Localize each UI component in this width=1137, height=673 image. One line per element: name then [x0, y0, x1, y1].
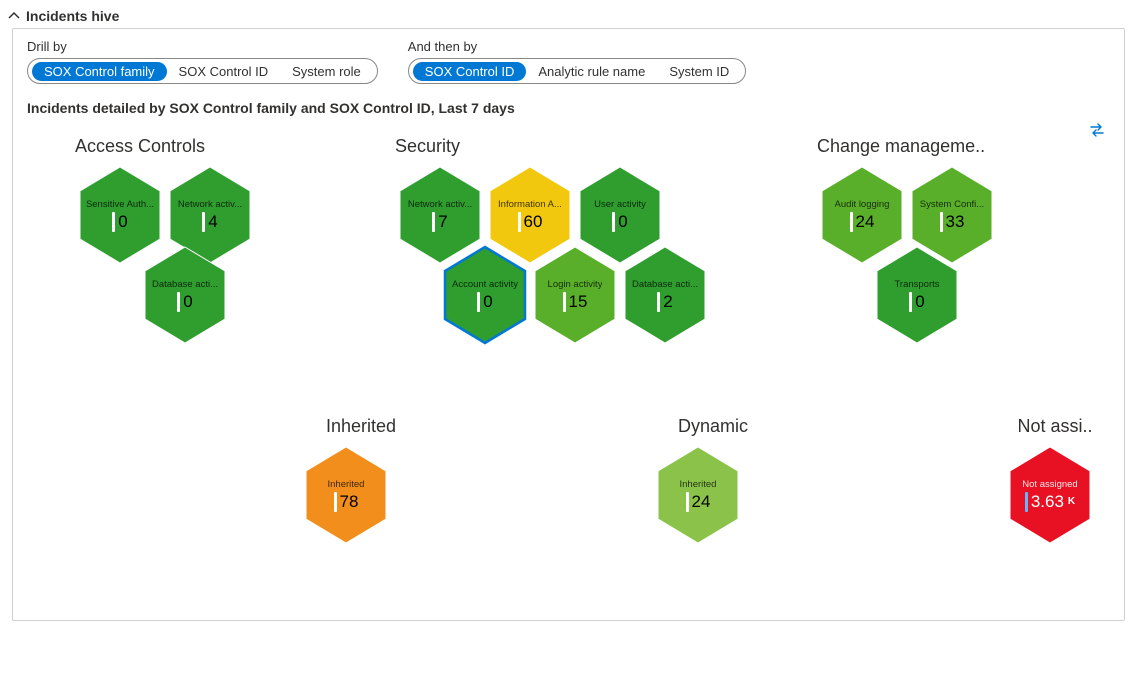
hive-group-title: Access Controls	[75, 136, 295, 157]
section-header[interactable]: Incidents hive	[0, 0, 1137, 28]
hive-group-title: Not assi..	[1005, 416, 1105, 437]
hex-label: Account activity	[452, 279, 518, 290]
drill-primary-option[interactable]: SOX Control ID	[167, 62, 281, 81]
hive-group-title: Dynamic	[653, 416, 773, 437]
section-title: Incidents hive	[26, 8, 119, 24]
hex-value: 33	[946, 212, 965, 232]
hex-bar-indicator	[202, 212, 205, 232]
drill-controls: Drill by SOX Control familySOX Control I…	[27, 39, 1110, 84]
hex-value: 78	[340, 492, 359, 512]
hive-group-inherited: Inherited Inherited 78	[301, 416, 421, 547]
hex-value: 15	[569, 292, 588, 312]
hex-value: 24	[692, 492, 711, 512]
hex-value: 4	[208, 212, 217, 232]
hex-label: Network activ...	[178, 199, 242, 210]
hive-group-access-controls: Access Controls Sensitive Auth... 0 Network…	[75, 136, 295, 347]
hex-bar-indicator	[1025, 492, 1028, 512]
hive-group-title: Inherited	[301, 416, 421, 437]
drill-primary-group: Drill by SOX Control familySOX Control I…	[27, 39, 378, 84]
hive-hexagon[interactable]: Inherited 78	[300, 443, 392, 547]
hex-label: Database acti...	[152, 279, 218, 290]
hex-bar-indicator	[112, 212, 115, 232]
hive-subtitle: Incidents detailed by SOX Control family…	[27, 100, 1110, 116]
hex-bar-indicator	[850, 212, 853, 232]
hex-label: Login activity	[548, 279, 603, 290]
drill-primary-pills: SOX Control familySOX Control IDSystem r…	[27, 58, 378, 84]
drill-primary-option[interactable]: System role	[280, 62, 373, 81]
hex-bar-indicator	[657, 292, 660, 312]
hex-label: Inherited	[328, 479, 365, 490]
hex-bar-indicator	[432, 212, 435, 232]
hex-bar-indicator	[909, 292, 912, 312]
hive-hexagon[interactable]: Not assigned 3.63 K	[1004, 443, 1096, 547]
hive-group-security: Security Network activ... 7 Information A..…	[395, 136, 710, 347]
hex-label: Database acti...	[632, 279, 698, 290]
drill-secondary-label: And then by	[408, 39, 747, 54]
hex-value: 60	[524, 212, 543, 232]
hex-value-suffix: K	[1068, 496, 1075, 507]
drill-secondary-option[interactable]: SOX Control ID	[413, 62, 527, 81]
hive-panel: Drill by SOX Control familySOX Control I…	[12, 28, 1125, 621]
hive-hexagon[interactable]: Transports 0	[871, 243, 963, 347]
hex-value: 0	[183, 292, 192, 312]
hex-value: 7	[438, 212, 447, 232]
hex-label: User activity	[594, 199, 646, 210]
hive-hexagon[interactable]: Inherited 24	[652, 443, 744, 547]
drill-primary-label: Drill by	[27, 39, 378, 54]
drill-secondary-group: And then by SOX Control IDAnalytic rule …	[408, 39, 747, 84]
hive-hexagon[interactable]: Database acti... 2	[619, 243, 711, 347]
hive-hexagon[interactable]: Login activity 15	[529, 243, 621, 347]
hex-bar-indicator	[518, 212, 521, 232]
hex-value: 2	[663, 292, 672, 312]
hive-group-title: Change manageme..	[817, 136, 1017, 157]
hive-group-title: Security	[395, 136, 695, 157]
hive-chart-area: Access Controls Sensitive Auth... 0 Network…	[27, 136, 1110, 596]
hex-bar-indicator	[477, 292, 480, 312]
hex-label: Transports	[894, 279, 939, 290]
hex-value: 24	[856, 212, 875, 232]
hex-label: Audit logging	[835, 199, 890, 210]
hex-label: Inherited	[680, 479, 717, 490]
hex-label: Network activ...	[408, 199, 472, 210]
hex-value: 0	[618, 212, 627, 232]
drill-primary-option[interactable]: SOX Control family	[32, 62, 167, 81]
hex-bar-indicator	[612, 212, 615, 232]
chevron-up-icon	[8, 10, 20, 22]
hex-label: Not assigned	[1022, 479, 1077, 490]
hive-group-not-assigned: Not assi.. Not assigned 3.63 K	[1005, 416, 1105, 547]
hex-bar-indicator	[563, 292, 566, 312]
hex-bar-indicator	[334, 492, 337, 512]
hex-value: 0	[915, 292, 924, 312]
hex-bar-indicator	[686, 492, 689, 512]
drill-secondary-pills: SOX Control IDAnalytic rule nameSystem I…	[408, 58, 747, 84]
hive-group-change-management: Change manageme.. Audit logging 24 System C…	[817, 136, 1017, 347]
hex-bar-indicator	[940, 212, 943, 232]
hex-value: 0	[118, 212, 127, 232]
hive-group-dynamic: Dynamic Inherited 24	[653, 416, 773, 547]
hex-label: Sensitive Auth...	[86, 199, 154, 210]
hex-bar-indicator	[177, 292, 180, 312]
drill-secondary-option[interactable]: System ID	[657, 62, 741, 81]
hex-value: 0	[483, 292, 492, 312]
hive-hexagon[interactable]: Account activity 0	[439, 243, 531, 347]
hive-hexagon[interactable]: Database acti... 0	[139, 243, 231, 347]
hex-label: System Confi...	[920, 199, 984, 210]
hex-label: Information A...	[498, 199, 562, 210]
hex-value: 3.63	[1031, 492, 1064, 512]
drill-secondary-option[interactable]: Analytic rule name	[526, 62, 657, 81]
